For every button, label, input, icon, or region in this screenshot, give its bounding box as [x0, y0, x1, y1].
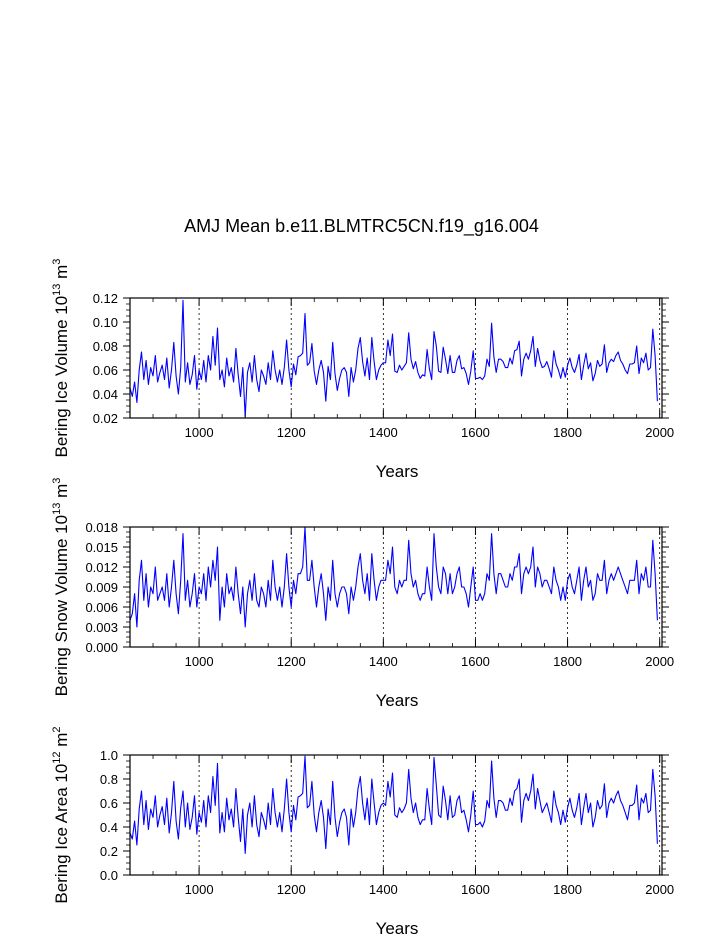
y-tick-label: 0.12 [93, 291, 118, 306]
y-tick-label: 0.08 [93, 339, 118, 354]
x-tick-label: 1400 [369, 425, 398, 440]
y-tick-label: 1.0 [100, 748, 118, 763]
y-tick-label: 0.6 [100, 796, 118, 811]
y-tick-label: 0.4 [100, 820, 118, 835]
plot-frame [129, 526, 663, 648]
y-tick-label: 0.06 [93, 363, 118, 378]
y-axis-label: Bering Ice Volume 1013 m3 [51, 259, 71, 458]
y-tick-label: 0.003 [85, 620, 118, 635]
y-tick-label: 0.04 [93, 387, 118, 402]
y-tick-label: 0.018 [85, 520, 118, 535]
x-tick-label: 1800 [553, 882, 582, 897]
panel-3: 1000 1200 1400 1600 1800 2000 0.0 0.2 0.4 0.6 0.8 1… [51, 726, 674, 935]
x-tick-label: 1600 [461, 425, 490, 440]
x-tick-label: 1400 [369, 882, 398, 897]
data-series-line [129, 299, 658, 418]
x-tick-label: 1200 [277, 882, 306, 897]
x-tick-label: 1000 [185, 425, 214, 440]
x-tick-label: 2000 [645, 654, 674, 669]
x-axis-label: Years [376, 919, 419, 935]
x-tick-label: 1200 [277, 654, 306, 669]
x-tick-label: 1000 [185, 882, 214, 897]
panel-1: 1000 1200 1400 1600 1800 2000 0.02 0.04 0.06 0.08… [51, 259, 674, 481]
chart-title: AMJ Mean b.e11.BLMTRC5CN.f19_g16.004 [184, 216, 539, 236]
y-tick-label: 0.8 [100, 772, 118, 787]
x-tick-label: 1200 [277, 425, 306, 440]
plot-frame [129, 297, 663, 419]
data-series-line [129, 526, 658, 628]
y-tick-label: 0.10 [93, 315, 118, 330]
y-axis-label: Bering Ice Area 1012 m2 [51, 726, 71, 903]
y-tick-label: 0.000 [85, 640, 118, 655]
x-tick-label: 1600 [461, 654, 490, 669]
y-tick-label: 0.2 [100, 844, 118, 859]
y-tick-label: 0.015 [85, 540, 118, 555]
y-axis-label: Bering Snow Volume 1013 m3 [51, 478, 71, 697]
y-tick-label: 0.02 [93, 411, 118, 426]
y-tick-label: 0.009 [85, 580, 118, 595]
data-series-line [129, 755, 658, 854]
panel-2: 1000 1200 1400 1600 1800 2000 0.000 0.003 0.006 0… [51, 478, 674, 710]
y-tick-label: 0.006 [85, 600, 118, 615]
x-tick-label: 1800 [553, 654, 582, 669]
y-tick-label: 0.012 [85, 560, 118, 575]
x-tick-label: 2000 [645, 882, 674, 897]
x-tick-label: 1800 [553, 425, 582, 440]
x-axis-label: Years [376, 462, 419, 481]
x-tick-label: 2000 [645, 425, 674, 440]
x-tick-label: 1000 [185, 654, 214, 669]
x-tick-label: 1400 [369, 654, 398, 669]
x-axis-label: Years [376, 691, 419, 710]
x-tick-label: 1600 [461, 882, 490, 897]
y-tick-label: 0.0 [100, 868, 118, 883]
